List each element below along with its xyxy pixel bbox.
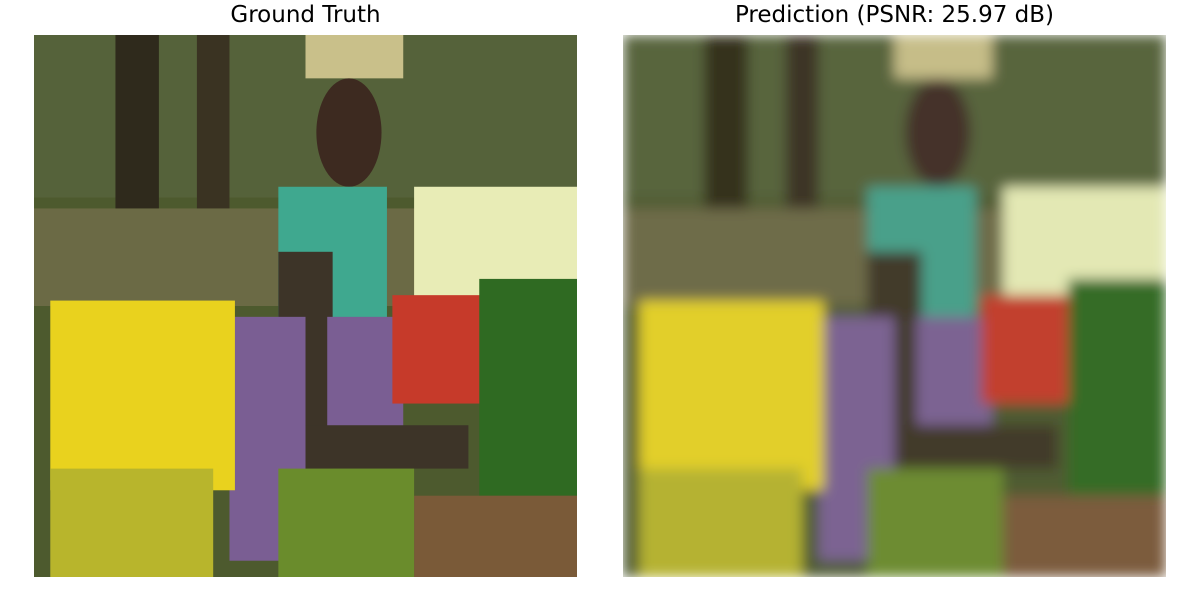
prediction-title: Prediction (PSNR: 25.97 dB)	[734, 2, 1055, 28]
ground-truth-image	[34, 35, 577, 577]
ground-truth-scene	[34, 35, 577, 577]
prediction-image	[623, 35, 1166, 577]
ground-truth-title: Ground Truth	[230, 2, 381, 28]
prediction-scene	[623, 35, 1166, 577]
